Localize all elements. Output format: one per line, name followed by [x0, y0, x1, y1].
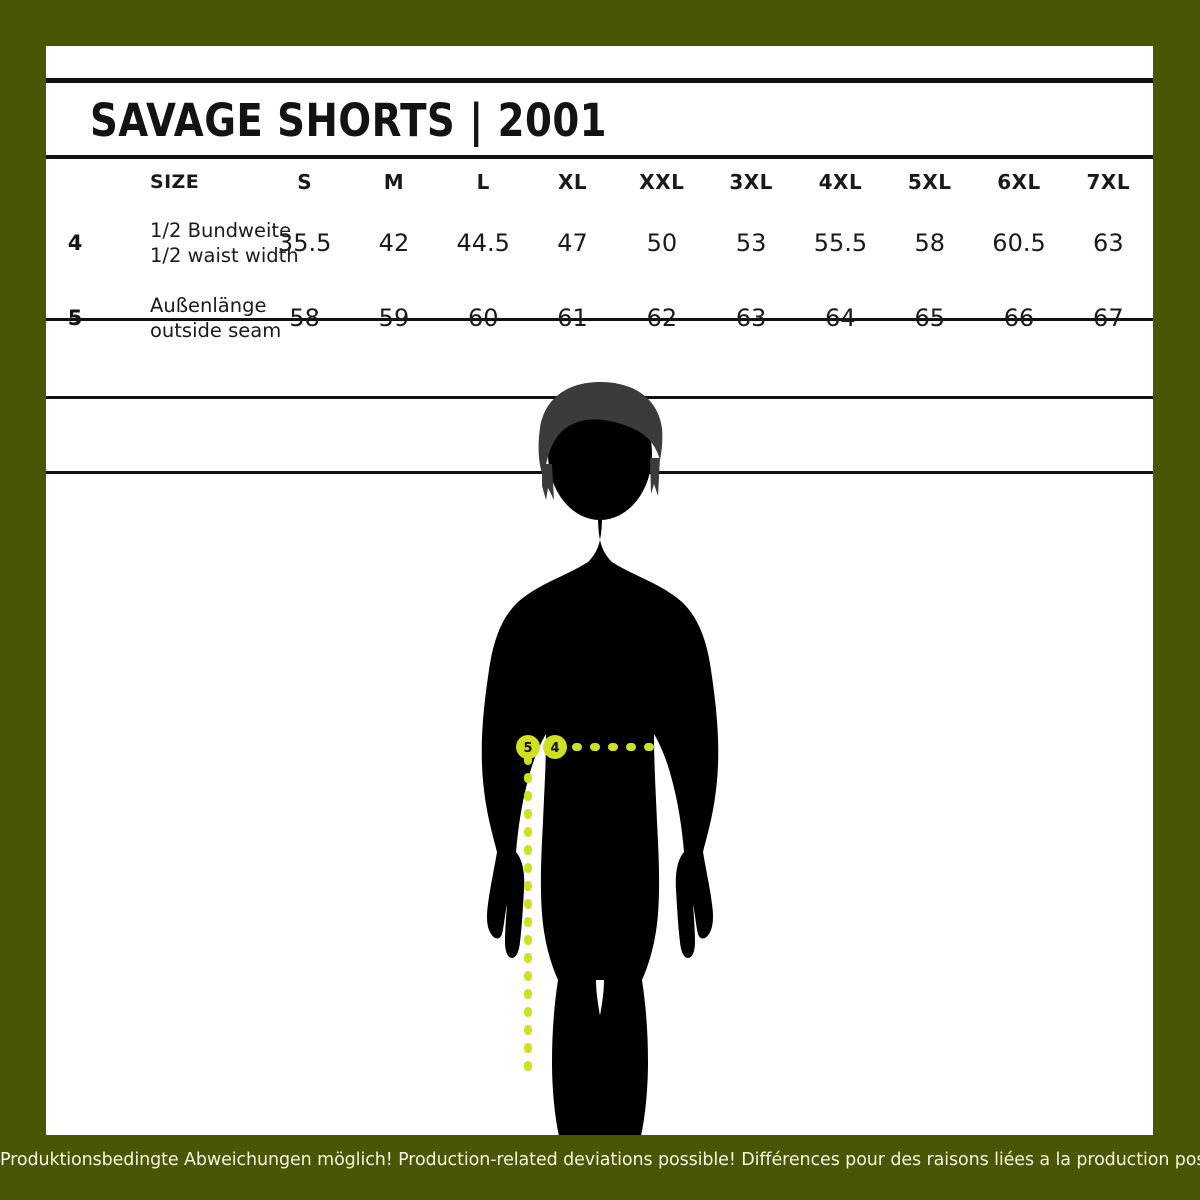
- table-row: 4 1/2 Bundweite 1/2 waist width 35.5 42 …: [46, 205, 1153, 280]
- header-col-xl: XL: [557, 170, 588, 194]
- cell-3xl: 63: [735, 303, 767, 332]
- cell-xl: 47: [557, 228, 588, 257]
- header-col-7xl: 7XL: [1086, 170, 1131, 194]
- cell-4xl: 64: [825, 303, 856, 332]
- cell-l: 60: [467, 303, 499, 332]
- table-header-row: SIZE S M L XL XXL 3XL 4XL 5XL 6XL 7XL: [46, 159, 1153, 205]
- row-label-en: 1/2 waist width: [150, 243, 299, 267]
- cell-m: 42: [378, 228, 410, 257]
- cell-s: 58: [289, 303, 320, 332]
- marker-4-label: 4: [550, 741, 559, 756]
- page-title: SAVAGE SHORTS | 2001: [90, 94, 608, 147]
- cell-4xl: 55.5: [813, 228, 868, 257]
- row-label-en: outside seam: [150, 318, 282, 342]
- header-col-m: M: [383, 170, 405, 194]
- marker-5-badge: [516, 735, 540, 759]
- cell-xxl: 62: [646, 303, 678, 332]
- body-silhouette-svg: 4 5: [481, 382, 719, 1135]
- marker-4-badge: [543, 735, 567, 759]
- cell-m: 59: [378, 303, 410, 332]
- cell-3xl: 53: [735, 228, 767, 257]
- header-col-xxl: XXL: [639, 170, 685, 194]
- cell-6xl: 60.5: [992, 228, 1046, 257]
- title-divider: [46, 155, 1153, 159]
- cell-7xl: 63: [1093, 228, 1124, 257]
- row-label: Außenlänge outside seam: [104, 293, 282, 343]
- marker-5-group: 5: [516, 735, 540, 1084]
- content-card: SAVAGE SHORTS | 2001 SIZE S M L XL XXL 3…: [46, 46, 1153, 1135]
- header-col-l: L: [476, 170, 490, 194]
- header-col-s: S: [297, 170, 313, 194]
- header-col-5xl: 5XL: [907, 170, 952, 194]
- cell-7xl: 67: [1093, 303, 1124, 332]
- cell-xxl: 50: [646, 228, 678, 257]
- top-divider: [46, 78, 1153, 83]
- size-table: SIZE S M L XL XXL 3XL 4XL 5XL 6XL 7XL 4 …: [46, 159, 1153, 474]
- header-col-4xl: 4XL: [818, 170, 863, 194]
- row-label: 1/2 Bundweite 1/2 waist width: [104, 218, 299, 268]
- cell-6xl: 66: [1003, 303, 1035, 332]
- cell-l: 44.5: [456, 228, 510, 257]
- header-divider: [46, 318, 1153, 321]
- table-row: 5 Außenlänge outside seam 58 59 60 61 62…: [46, 280, 1153, 355]
- footer-note: Produktionsbedingte Abweichungen möglich…: [0, 1150, 1200, 1170]
- row-number: 4: [67, 230, 83, 255]
- header-col-6xl: 6XL: [997, 170, 1041, 194]
- header-size-label: SIZE: [150, 170, 200, 193]
- header-col-3xl: 3XL: [729, 170, 773, 194]
- marker-4-group: 4: [543, 735, 654, 759]
- cell-xl: 61: [557, 303, 588, 332]
- row-number: 5: [67, 305, 83, 330]
- marker-5-label: 5: [523, 741, 532, 756]
- row-label-de: 1/2 Bundweite: [150, 218, 292, 242]
- row-label-de: Außenlänge: [150, 293, 267, 317]
- cell-5xl: 58: [914, 228, 945, 257]
- cell-s: 35.5: [277, 228, 332, 257]
- cell-5xl: 65: [914, 303, 945, 332]
- silhouette-body: [481, 382, 719, 1135]
- measurement-figure: 4 5: [46, 366, 1153, 1135]
